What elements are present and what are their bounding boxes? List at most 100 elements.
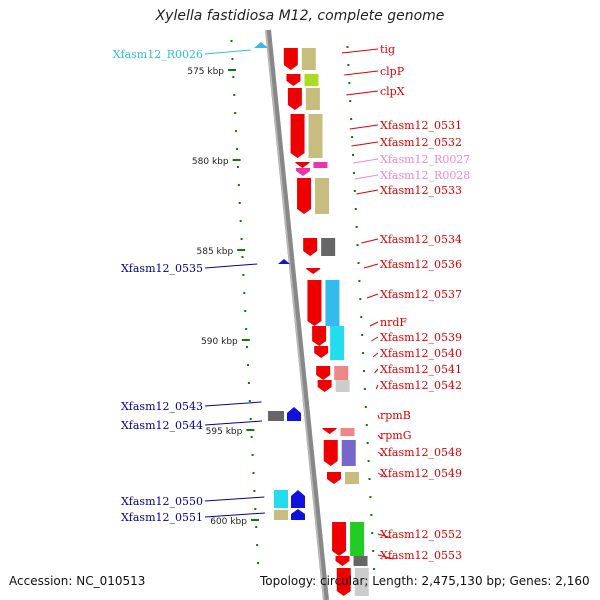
tick-dot <box>349 100 352 102</box>
tick-dot <box>363 388 366 390</box>
tick-dot <box>253 490 256 492</box>
tick-dot <box>346 46 349 48</box>
tick-dot <box>245 328 248 330</box>
tick-dot <box>372 550 375 552</box>
gene-block <box>325 280 340 326</box>
feature-label: Xfasm12_0548 <box>380 446 462 459</box>
tick-dot <box>252 472 255 474</box>
feature-label: Xfasm12_0533 <box>380 184 462 197</box>
feature-label: Xfasm12_0531 <box>380 119 462 132</box>
feature-label: clpX <box>380 85 405 98</box>
tick-dot <box>347 64 350 66</box>
tick-dot <box>241 256 244 258</box>
feature-label: rpmG <box>380 429 412 442</box>
gene-arrow <box>323 440 338 466</box>
feature-label: Xfasm12_R0027 <box>380 153 470 166</box>
leader-line <box>356 189 379 195</box>
tick-dot <box>356 244 359 246</box>
leader-line <box>204 496 265 502</box>
gene-block <box>354 568 369 596</box>
leader-line <box>377 533 392 539</box>
tick-dot <box>348 82 351 84</box>
tick-dot <box>366 442 369 444</box>
tick-dot <box>373 568 376 570</box>
kbp-label: 590 kbp <box>201 337 238 347</box>
feature-label: tig <box>380 43 395 56</box>
gene-arrow <box>307 280 322 326</box>
gene-arrow <box>290 114 305 158</box>
gene-block <box>301 48 316 70</box>
feature-label: Xfasm12_0553 <box>380 549 462 562</box>
gene-arrow <box>278 259 290 264</box>
gene-block <box>341 440 356 466</box>
feature-label: Xfasm12_0552 <box>380 528 462 541</box>
tick-dot <box>244 310 247 312</box>
tick-dot <box>249 418 252 420</box>
tick-dot <box>364 406 367 408</box>
leader-line <box>353 158 379 164</box>
feature-label: Xfasm12_0549 <box>380 467 462 480</box>
leader-line <box>204 263 258 269</box>
tick-dot <box>360 316 363 318</box>
gene-block <box>305 88 320 110</box>
gene-block <box>313 162 328 168</box>
feature-label: clpP <box>380 65 405 78</box>
gene-arrow <box>326 472 341 484</box>
gene-arrow <box>287 88 302 110</box>
kbp-label: 595 kbp <box>206 427 243 437</box>
leader-line <box>366 293 379 299</box>
gene-arrow <box>317 380 332 392</box>
tick-dot <box>371 532 374 534</box>
feature-label: Xfasm12_0543 <box>121 400 203 413</box>
feature-label: Xfasm12_0544 <box>121 419 203 432</box>
leader-line <box>371 336 379 342</box>
tick-dot <box>242 274 245 276</box>
feature-label: Xfasm12_0551 <box>121 511 203 524</box>
tick-dot <box>256 544 259 546</box>
accession-text: Accession: NC_010513 <box>9 574 146 588</box>
tick-dot <box>238 202 241 204</box>
gene-arrow <box>291 490 305 508</box>
gene-block <box>340 428 355 436</box>
gene-block <box>330 326 345 360</box>
tick-dot <box>257 562 260 564</box>
tick-dot <box>361 334 364 336</box>
gene-arrow <box>332 522 347 556</box>
tick-dot <box>362 352 365 354</box>
tick-dot <box>358 280 361 282</box>
tick-dot <box>367 460 370 462</box>
kbp-scale: 575 kbp 580 kbp 585 kbp 590 kbp 595 kbp 600 k… <box>187 67 259 527</box>
tick-dot <box>369 496 372 498</box>
backbone-highlight <box>265 29 325 600</box>
leader-line <box>372 352 379 358</box>
leader-line <box>377 451 384 457</box>
leader-line <box>204 401 262 407</box>
gene-block <box>274 510 288 520</box>
gene-arrow <box>306 268 321 274</box>
gene-block <box>350 522 365 556</box>
summary-text: Topology: circular; Length: 2,475,130 bp… <box>260 574 590 588</box>
feature-label: Xfasm12_0532 <box>380 136 462 149</box>
gene-block <box>268 411 284 421</box>
feature-label: Xfasm12_0539 <box>380 331 462 344</box>
tick-dot <box>235 130 238 132</box>
gene-block <box>274 490 288 508</box>
tick-dot <box>368 478 371 480</box>
gene-block <box>344 472 359 484</box>
gene-arrow <box>291 509 305 520</box>
gene-block <box>335 380 350 392</box>
gene-arrow <box>336 568 351 596</box>
feature-label: Xfasm12_0537 <box>380 288 462 301</box>
tick-dot <box>236 148 239 150</box>
leader-line <box>204 512 265 518</box>
leader-line <box>377 414 380 420</box>
feature-label: Xfasm12_0542 <box>380 379 462 392</box>
tick-dot <box>248 400 251 402</box>
map-title: Xylella fastidiosa M12, complete genome <box>155 8 445 24</box>
gene-arrow <box>283 48 298 70</box>
tick-dot <box>234 112 237 114</box>
tick-dot <box>250 436 253 438</box>
feature-label: Xfasm12_0534 <box>380 233 462 246</box>
